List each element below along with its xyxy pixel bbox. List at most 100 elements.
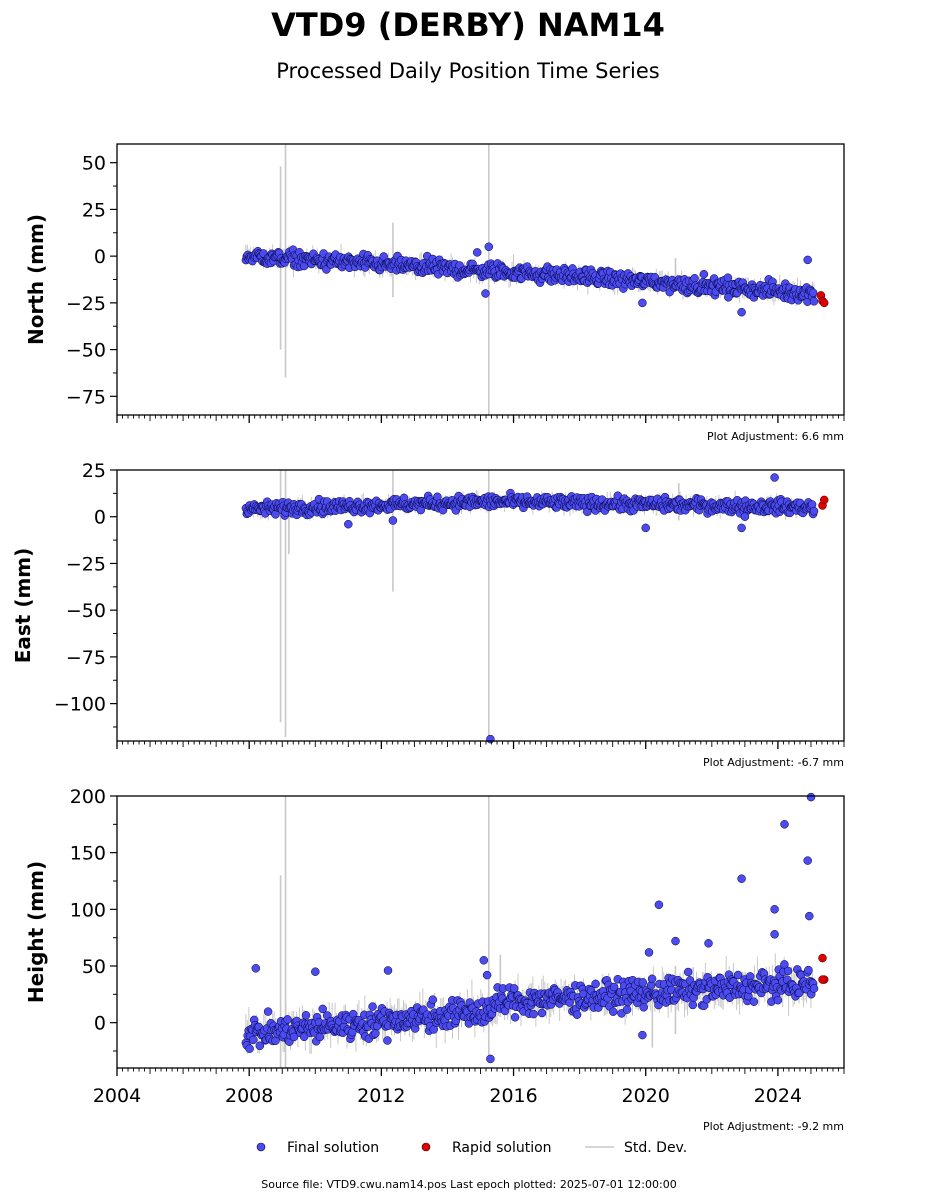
legend-stddev-label: Std. Dev. xyxy=(624,1140,687,1156)
final-point xyxy=(737,523,746,533)
final-point xyxy=(318,1004,327,1014)
final-point xyxy=(482,970,492,980)
y-tick-label: −75 xyxy=(66,386,106,408)
final-point xyxy=(479,956,489,965)
final-point xyxy=(591,979,600,989)
final-point xyxy=(383,966,393,975)
y-tick-label: 50 xyxy=(82,956,106,978)
y-tick-label: 100 xyxy=(70,899,106,921)
y-tick-label: 25 xyxy=(82,460,106,482)
final-point xyxy=(809,984,819,993)
final-point xyxy=(724,293,733,302)
legend-final-label: Final solution xyxy=(287,1140,379,1156)
height-axes-frame xyxy=(116,795,845,1069)
final-point xyxy=(510,1013,520,1022)
final-point xyxy=(803,856,812,865)
final-point xyxy=(289,1032,299,1042)
final-point xyxy=(383,1036,392,1045)
final-point xyxy=(740,512,750,521)
east-y-label: East (mm) xyxy=(11,548,35,664)
final-point xyxy=(641,523,650,533)
final-point xyxy=(608,1007,618,1016)
east-panel: 25 0 −25 −50 −75 −100 East (mm) Plot Adjustment… xyxy=(11,460,845,769)
rapid-point xyxy=(819,298,829,308)
source-note: Source file: VTD9.cwu.nam14.pos Last epo… xyxy=(261,1178,676,1191)
north-x-axis xyxy=(116,415,845,423)
y-tick-label: −25 xyxy=(66,553,106,575)
final-point xyxy=(804,965,813,975)
final-point xyxy=(704,939,713,948)
final-point xyxy=(301,1011,311,1020)
final-point xyxy=(639,1003,648,1012)
final-point xyxy=(671,936,680,946)
final-point xyxy=(388,516,398,525)
height-plot-adjustment: Plot Adjustment: -9.2 mm xyxy=(703,1120,844,1133)
final-point xyxy=(770,473,779,482)
final-point xyxy=(690,274,699,283)
y-tick-label: −50 xyxy=(66,340,106,362)
y-tick-label: −25 xyxy=(66,293,106,315)
final-point xyxy=(251,964,261,973)
x-tick-label: 2020 xyxy=(622,1085,670,1107)
final-point xyxy=(809,297,819,306)
final-point xyxy=(368,1002,377,1011)
legend-rapid-label: Rapid solution xyxy=(452,1140,552,1156)
final-point xyxy=(572,1010,582,1019)
final-point xyxy=(805,911,814,921)
final-point xyxy=(638,978,648,987)
final-point xyxy=(249,1035,258,1045)
final-point xyxy=(486,1054,495,1064)
final-point xyxy=(481,289,490,298)
y-tick-label: 0 xyxy=(94,507,106,529)
final-point xyxy=(638,298,647,308)
final-point xyxy=(783,966,793,976)
final-point xyxy=(770,930,779,939)
final-point xyxy=(780,960,789,969)
final-point xyxy=(737,874,746,883)
final-point xyxy=(428,995,438,1004)
final-point xyxy=(737,307,746,317)
final-point xyxy=(472,248,482,257)
y-tick-label: −75 xyxy=(66,647,106,669)
final-point xyxy=(688,1000,698,1010)
final-point xyxy=(749,997,759,1006)
final-point xyxy=(609,982,619,992)
final-point xyxy=(808,288,818,297)
rapid-point xyxy=(818,953,827,963)
final-point xyxy=(344,519,353,529)
final-point xyxy=(770,905,779,914)
final-point xyxy=(283,1015,292,1024)
legend-final-marker xyxy=(256,1142,266,1152)
east-final-points xyxy=(241,473,819,744)
height-y-label: Height (mm) xyxy=(24,861,48,1003)
final-point xyxy=(484,242,494,252)
final-point xyxy=(509,984,519,993)
north-rapid-points xyxy=(816,291,829,308)
east-plot-adjustment: Plot Adjustment: -6.7 mm xyxy=(703,756,844,769)
final-point xyxy=(622,1005,632,1014)
final-point xyxy=(529,1009,538,1019)
north-panel: 50 25 0 −25 −50 −75 North (mm) Plot Adjustment:… xyxy=(24,143,845,443)
legend: Final solution Rapid solution Std. Dev. xyxy=(256,1140,687,1156)
y-tick-label: 0 xyxy=(94,1013,106,1035)
x-tick-label: 2012 xyxy=(357,1085,405,1107)
final-point xyxy=(271,1036,280,1045)
final-point xyxy=(733,970,743,980)
east-x-axis xyxy=(116,741,845,749)
y-tick-label: 200 xyxy=(70,786,106,808)
north-y-label: North (mm) xyxy=(24,214,48,345)
final-point xyxy=(809,506,819,516)
x-tick-label: 2008 xyxy=(225,1085,273,1107)
final-point xyxy=(315,1032,325,1042)
legend-rapid-marker xyxy=(421,1142,431,1152)
final-point xyxy=(486,734,495,744)
north-final-points xyxy=(241,242,819,317)
final-point xyxy=(255,1041,265,1051)
height-final-points xyxy=(241,792,819,1064)
final-point xyxy=(803,255,812,265)
x-tick-label: 2024 xyxy=(754,1085,802,1107)
final-point xyxy=(311,967,320,976)
y-tick-label: 50 xyxy=(82,153,106,175)
